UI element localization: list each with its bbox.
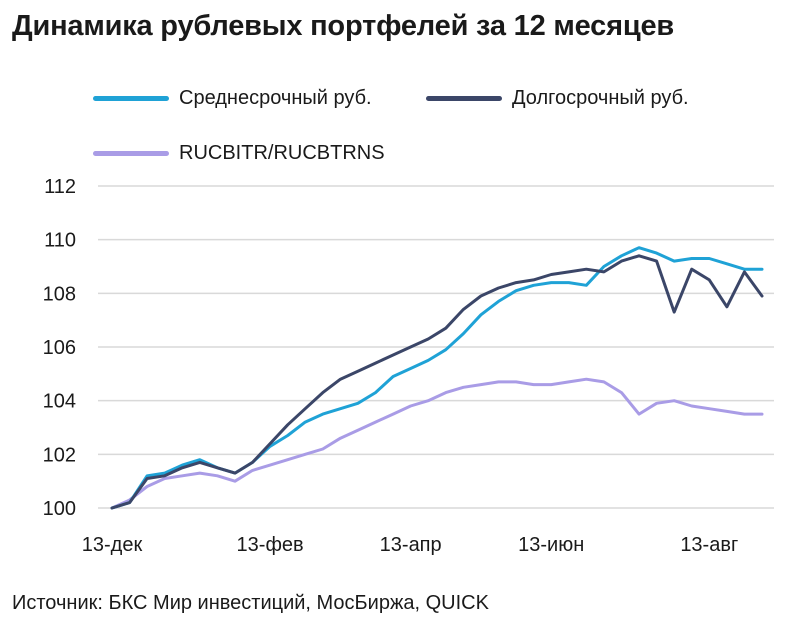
chart-legend: Среднесрочный руб. Долгосрочный руб. RUC… <box>0 0 800 180</box>
legend-label-long-term: Долгосрочный руб. <box>512 87 689 109</box>
series-line-long-term <box>110 254 764 510</box>
y-tick-label: 102 <box>43 444 76 466</box>
y-tick-label: 112 <box>44 176 76 198</box>
x-tick-label: 13-фев <box>237 534 304 556</box>
chart-title: Динамика рублевых портфелей за 12 месяце… <box>12 10 675 42</box>
legend-swatch-long-term <box>426 96 502 101</box>
legend-item-medium-term: Среднесрочный руб. <box>93 87 372 110</box>
x-tick-label: 13-июн <box>518 534 584 556</box>
legend-item-benchmark: RUCBITR/RUCBTRNS <box>93 142 385 165</box>
legend-label-benchmark: RUCBITR/RUCBTRNS <box>179 142 385 164</box>
x-tick-label: 13-дек <box>82 534 143 556</box>
legend-swatch-medium-term <box>93 96 169 101</box>
x-tick-label: 13-авг <box>680 534 738 556</box>
y-tick-label: 108 <box>43 283 76 305</box>
y-tick-label: 100 <box>43 498 76 520</box>
source-note: Источник: БКС Мир инвестиций, МосБиржа, … <box>12 592 489 614</box>
y-tick-label: 104 <box>43 391 76 413</box>
legend-label-medium-term: Среднесрочный руб. <box>179 87 372 109</box>
series-line-benchmark <box>110 377 764 510</box>
legend-swatch-benchmark <box>93 151 169 156</box>
legend-item-long-term: Долгосрочный руб. <box>426 87 689 110</box>
x-tick-label: 13-апр <box>380 534 442 556</box>
y-tick-label: 110 <box>44 230 76 252</box>
y-tick-label: 106 <box>43 337 76 359</box>
